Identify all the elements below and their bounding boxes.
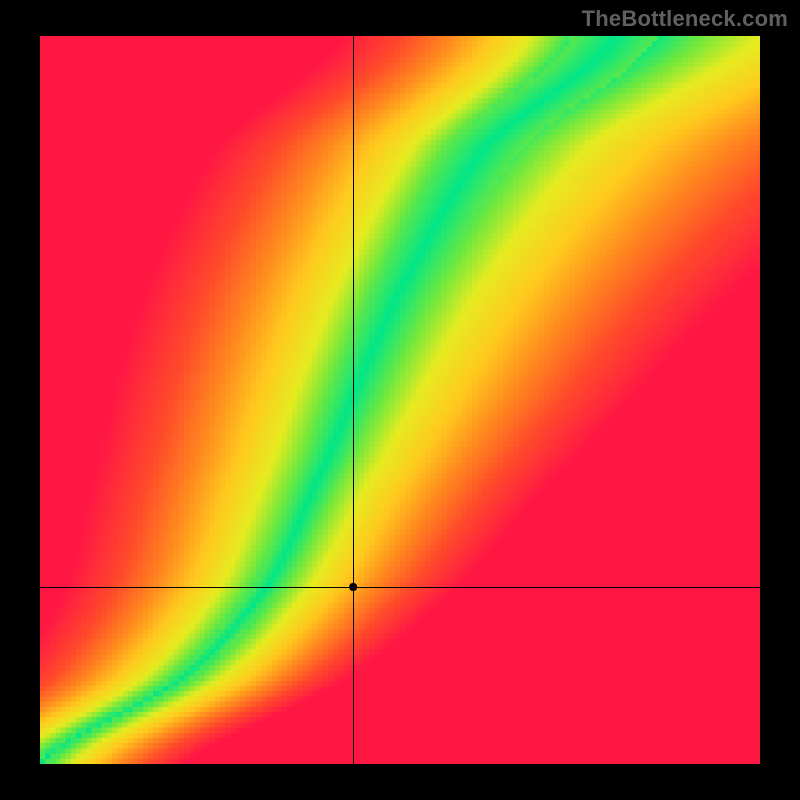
watermark-text: TheBottleneck.com [582, 6, 788, 32]
frame: TheBottleneck.com [0, 0, 800, 800]
plot-area [40, 36, 760, 764]
crosshair-overlay [40, 36, 760, 764]
